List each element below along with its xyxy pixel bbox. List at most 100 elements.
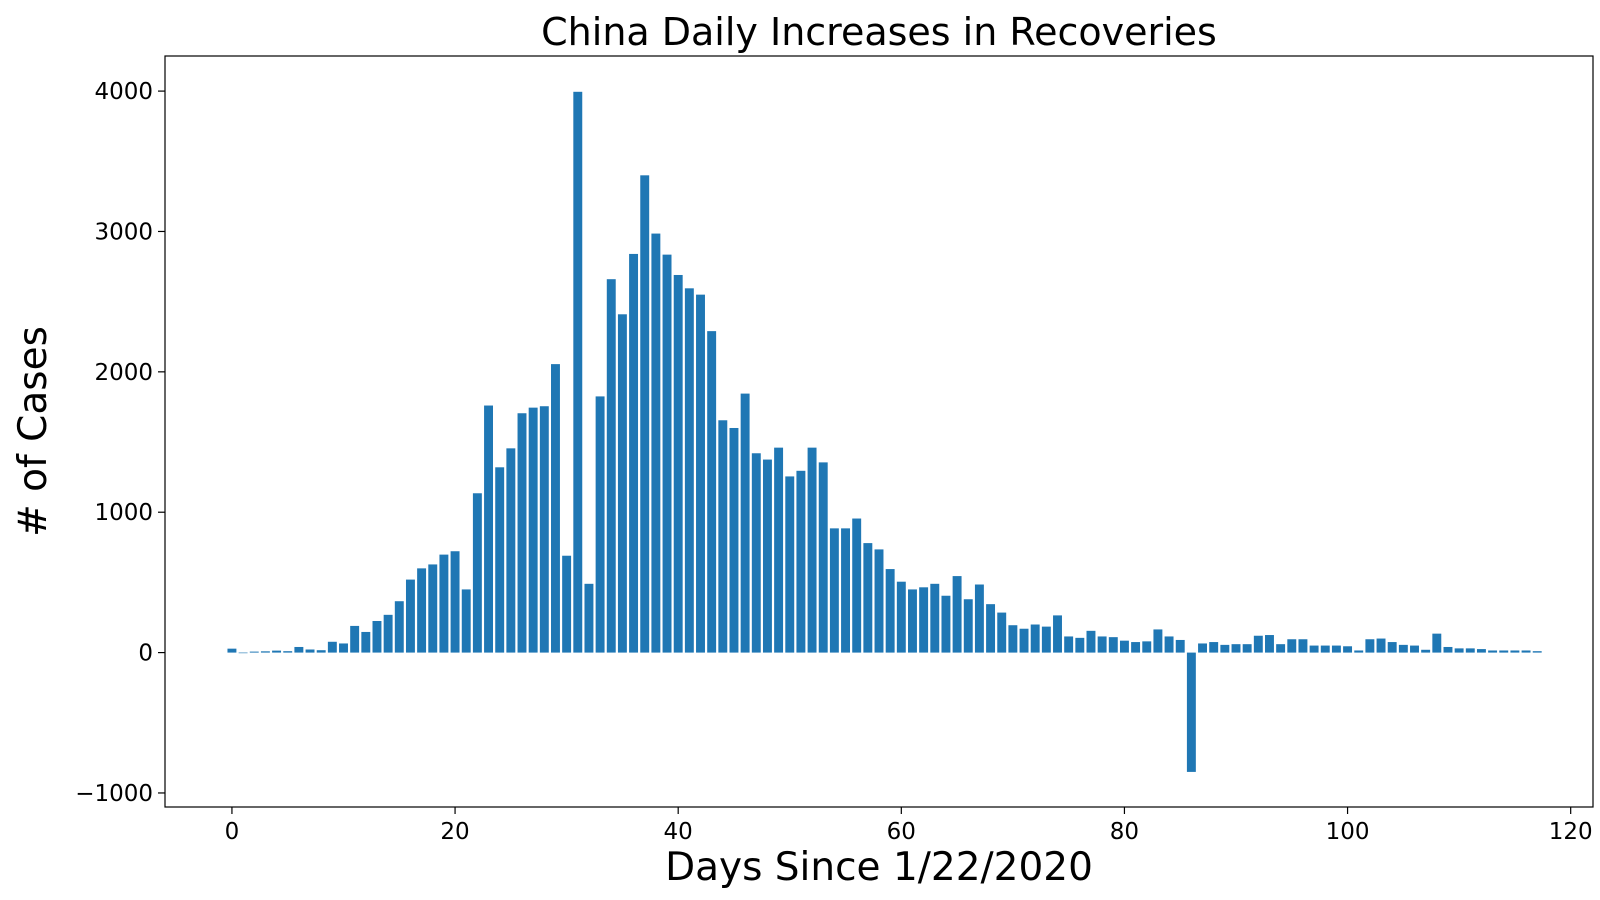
bar-day-108 xyxy=(1432,633,1442,653)
bar-day-55 xyxy=(841,528,850,653)
x-axis-ticks: 0 20 40 60 80 100 120 xyxy=(225,807,1593,845)
bar-day-13 xyxy=(372,621,382,653)
bar-day-116 xyxy=(1521,650,1531,653)
bar-day-73 xyxy=(1041,626,1051,653)
bar-day-10 xyxy=(339,643,348,653)
bar-day-95 xyxy=(1287,639,1297,653)
bar-day-92 xyxy=(1253,635,1263,653)
bar-day-25 xyxy=(506,448,516,653)
bar-day-102 xyxy=(1365,639,1375,653)
bar-day-27 xyxy=(528,407,538,653)
bar-day-78 xyxy=(1097,636,1107,653)
bar-day-41 xyxy=(684,288,694,653)
bar-day-87 xyxy=(1198,643,1207,653)
x-tick-label: 20 xyxy=(440,819,469,845)
bar-series xyxy=(227,91,1542,772)
bar-day-11 xyxy=(350,625,360,653)
bar-day-4 xyxy=(272,650,282,653)
bar-day-106 xyxy=(1410,645,1419,653)
chart-title: China Daily Increases in Recoveries xyxy=(541,10,1217,54)
bar-day-57 xyxy=(863,543,873,653)
bar-day-47 xyxy=(751,453,761,653)
bar-day-18 xyxy=(428,564,438,653)
bar-day-16 xyxy=(405,579,415,653)
bar-day-93 xyxy=(1265,635,1274,653)
bar-day-81 xyxy=(1131,642,1141,653)
bar-day-17 xyxy=(417,568,427,653)
x-tick-label: 40 xyxy=(664,819,693,845)
bar-day-24 xyxy=(495,467,505,653)
bar-day-5 xyxy=(283,651,293,653)
bar-day-107 xyxy=(1421,649,1431,653)
bar-day-3 xyxy=(260,651,270,653)
bar-day-6 xyxy=(294,646,304,653)
bar-day-0 xyxy=(227,648,237,653)
bar-day-50 xyxy=(785,476,795,653)
bar-day-88 xyxy=(1209,642,1219,653)
bar-day-99 xyxy=(1331,645,1341,653)
y-tick-label: 4000 xyxy=(94,79,153,105)
bar-day-61 xyxy=(908,589,917,653)
bar-day-60 xyxy=(896,581,906,653)
bar-day-44 xyxy=(718,420,728,653)
bar-day-2 xyxy=(249,651,259,653)
bar-day-53 xyxy=(818,462,828,653)
bar-day-72 xyxy=(1030,624,1040,653)
bar-day-49 xyxy=(774,447,784,653)
bar-day-110 xyxy=(1454,648,1464,653)
bar-day-98 xyxy=(1320,645,1330,653)
bar-day-1 xyxy=(238,652,248,654)
bar-day-43 xyxy=(707,331,717,653)
bar-day-82 xyxy=(1142,641,1152,653)
bar-day-66 xyxy=(963,599,973,653)
bar-day-103 xyxy=(1376,638,1386,653)
bar-day-40 xyxy=(673,274,683,653)
bar-day-33 xyxy=(595,396,605,653)
bar-day-89 xyxy=(1220,644,1230,653)
bar-day-75 xyxy=(1064,636,1074,653)
bar-day-54 xyxy=(829,528,839,653)
bar-day-84 xyxy=(1164,636,1174,653)
bar-day-85 xyxy=(1175,639,1185,653)
bar-day-96 xyxy=(1298,639,1308,653)
bar-day-100 xyxy=(1343,646,1353,653)
bar-day-91 xyxy=(1242,644,1252,653)
x-tick-label: 60 xyxy=(887,819,916,845)
bar-day-37 xyxy=(640,175,650,653)
bar-day-70 xyxy=(1008,625,1018,653)
y-tick-label: 2000 xyxy=(94,360,153,386)
x-tick-label: 100 xyxy=(1326,819,1370,845)
y-tick-label: 0 xyxy=(138,641,153,667)
bar-day-65 xyxy=(952,576,962,653)
bar-day-46 xyxy=(740,393,750,653)
bar-day-115 xyxy=(1510,650,1520,653)
bar-day-35 xyxy=(617,314,627,653)
bar-day-90 xyxy=(1231,644,1241,653)
y-axis-ticks: −1000 0 1000 2000 3000 4000 xyxy=(75,79,165,807)
bar-day-67 xyxy=(974,584,984,653)
bar-day-28 xyxy=(539,406,549,653)
bar-day-39 xyxy=(662,254,672,653)
bar-day-97 xyxy=(1309,645,1319,653)
bar-day-83 xyxy=(1153,629,1163,653)
bar-day-38 xyxy=(651,233,661,653)
bar-day-48 xyxy=(762,459,772,653)
bar-day-21 xyxy=(461,589,471,653)
bar-day-52 xyxy=(807,447,817,653)
bar-day-64 xyxy=(941,595,951,653)
bar-day-71 xyxy=(1019,628,1029,653)
bar-day-51 xyxy=(796,470,806,653)
x-axis-title: Days Since 1/22/2020 xyxy=(665,845,1093,890)
y-tick-label: −1000 xyxy=(75,781,153,807)
bar-day-104 xyxy=(1387,642,1397,653)
bar-day-63 xyxy=(930,583,940,653)
bar-day-42 xyxy=(696,294,705,653)
x-tick-label: 0 xyxy=(225,819,240,845)
plot-area-frame xyxy=(164,55,1594,808)
bar-day-114 xyxy=(1499,650,1509,653)
bar-day-22 xyxy=(472,493,482,653)
bar-day-36 xyxy=(629,253,639,653)
bar-day-56 xyxy=(852,518,862,653)
bar-day-8 xyxy=(316,650,326,653)
